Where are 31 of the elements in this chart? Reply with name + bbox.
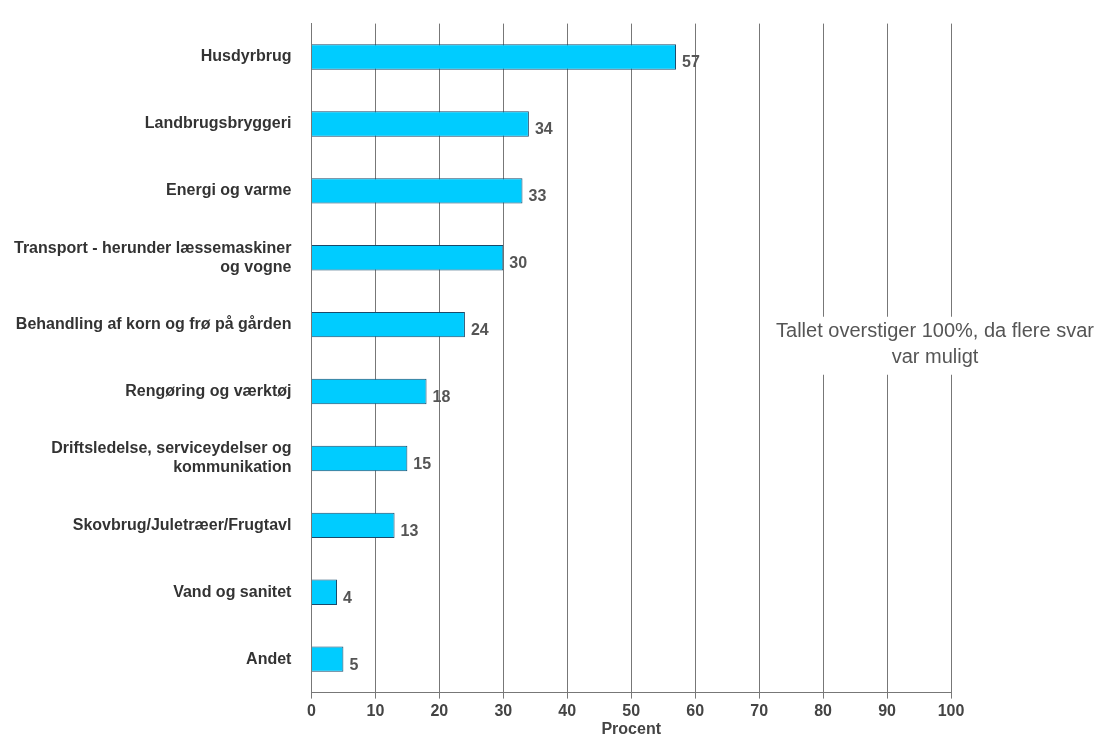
x-tick-label: 40 [558,701,577,719]
x-tick-label: 20 [430,701,449,719]
x-tick-label: 30 [494,701,513,719]
data-label: 15 [413,454,432,472]
y-tick-label: Vand og sanitet [173,582,293,600]
data-label: 5 [349,655,359,673]
y-tick-label: Landbrugsbryggeri [144,114,292,132]
x-tick-label: 0 [306,701,316,719]
data-label: 13 [400,521,419,539]
x-tick-label: 60 [686,701,705,719]
annotation: Tallet overstiger 100%, da flere svar var muligt [776,319,1095,368]
data-label: 4 [343,588,353,606]
data-label: 34 [534,120,553,138]
y-tick-label: Rengøring og værktøj [125,381,292,399]
y-tick-label: Skovbrug/Juletræer/Frugtavl [72,515,292,533]
y-tick-label: Behandling af korn og frø på gården [15,315,292,333]
x-axis-title: Procent [601,719,662,737]
x-tick-label: 80 [814,701,833,719]
data-label: 30 [509,254,528,272]
y-tick-label: Andet [246,649,293,667]
x-tick-label: 70 [750,701,769,719]
data-label: 33 [528,187,547,205]
x-tick-label: 50 [622,701,641,719]
data-label: 24 [470,321,489,339]
y-tick-label: Transport - herunder læssemaskiner og vogne [13,238,292,275]
x-tick-label: 90 [878,701,897,719]
y-tick-label: Driftsledelse, serviceydelser og kommunikation [51,439,292,476]
y-tick-label: Energi og varme [166,181,292,199]
y-tick-label: Husdyrbrug [200,47,292,65]
x-tick-label: 10 [366,701,385,719]
x-tick-label: 100 [937,701,965,719]
